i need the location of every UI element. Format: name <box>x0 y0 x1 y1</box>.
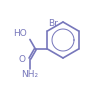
Text: NH₂: NH₂ <box>21 70 39 79</box>
Text: O: O <box>19 55 26 64</box>
Text: Br: Br <box>48 19 58 28</box>
Text: HO: HO <box>13 29 27 38</box>
